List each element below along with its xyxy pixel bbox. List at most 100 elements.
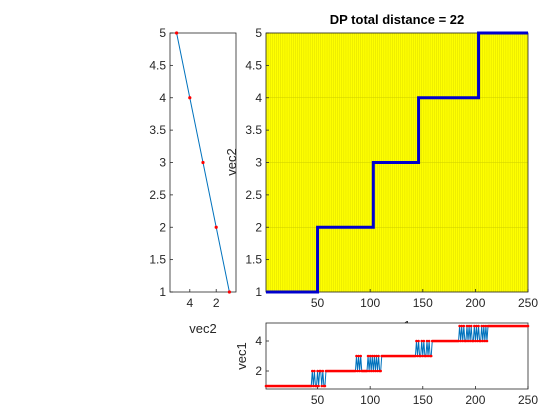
bottom-series-point (369, 369, 373, 373)
bottom-series-point (357, 354, 360, 358)
bottom-series-point (422, 339, 426, 343)
main-xtick-label: 200 (465, 296, 485, 310)
bottom-series-point (355, 354, 358, 358)
bottom-series-point (427, 339, 431, 343)
bottom-ticks: 50 100 150 200 250 2 4 (255, 334, 538, 407)
bottom-series-point (356, 369, 359, 373)
left-ytick-label: 1.5 (149, 253, 166, 267)
bottom-series-point (320, 384, 324, 388)
bottom-series-point (480, 324, 484, 328)
bottom-series-point (429, 354, 433, 358)
bottom-series-point (313, 369, 316, 373)
bottom-series-point (483, 339, 487, 343)
bottom-series-markers (264, 324, 530, 388)
main-ytick-label: 1.5 (245, 253, 262, 267)
bottom-series-point (475, 324, 478, 328)
main-ticks: 50 100 150 200 250 1 1.5 2 2.5 3 3.5 4 4.5 5 (245, 26, 538, 310)
bottom-series-point (526, 324, 530, 328)
bottom-series-point (473, 324, 476, 328)
main-ytick-label: 2 (255, 220, 262, 234)
bottom-series-point (462, 324, 466, 328)
main-xtick-label: 50 (311, 296, 325, 310)
bottom-series-point (415, 339, 418, 343)
bottom-series-point (467, 324, 471, 328)
left-subplot: 4 2 1 1.5 2 2.5 3 3.5 4 4.5 5 vec2 (149, 26, 237, 336)
bottom-series-point (469, 324, 473, 328)
bottom-series-point (359, 354, 362, 358)
main-ytick-label: 3 (255, 156, 262, 170)
bottom-series-point (420, 339, 424, 343)
bottom-series-point (421, 354, 425, 358)
bottom-series-point (375, 354, 378, 358)
main-ylabel: vec2 (224, 148, 239, 175)
main-ytick-label: 1 (255, 285, 262, 299)
bottom-series-point (321, 369, 325, 373)
bottom-series-point (310, 369, 314, 373)
bottom-series-point (419, 354, 422, 358)
bottom-series-point (323, 384, 327, 388)
main-ytick-label: 3.5 (245, 123, 262, 137)
main-title: DP total distance = 22 (330, 12, 465, 27)
bottom-ytick-label: 4 (255, 334, 262, 348)
bottom-series-point (471, 339, 475, 343)
left-xtick-label: 2 (213, 296, 220, 310)
bottom-series-point (477, 324, 480, 328)
bottom-ytick-label: 2 (255, 364, 262, 378)
main-subplot: 50 100 150 200 250 1 1.5 2 2.5 3 3.5 4 4.5 5 DP total… (224, 12, 538, 333)
bottom-series-point (466, 339, 470, 343)
main-ytick-label: 4 (255, 91, 262, 105)
bottom-series-point (416, 354, 419, 358)
main-ytick-label: 5 (255, 26, 262, 40)
bottom-ylabel: vec1 (234, 342, 249, 369)
left-series-point (175, 31, 179, 35)
bottom-series-point (358, 369, 361, 373)
bottom-series-point (376, 369, 379, 373)
bottom-series-point (312, 384, 315, 388)
left-ytick-label: 2 (159, 220, 166, 234)
bottom-xtick-label: 150 (413, 393, 433, 407)
bottom-xtick-label: 200 (465, 393, 485, 407)
bottom-series-point (317, 384, 320, 388)
bottom-series-point (459, 339, 462, 343)
left-ytick-label: 5 (159, 26, 166, 40)
bottom-series-point (425, 339, 429, 343)
bottom-series-point (366, 354, 370, 358)
bottom-series-point (379, 369, 382, 373)
bottom-xtick-label: 250 (518, 393, 538, 407)
bottom-series-point (458, 324, 461, 328)
bottom-series-point (319, 369, 323, 373)
bottom-series-point (316, 369, 319, 373)
left-xlabel: vec2 (189, 321, 216, 336)
left-ytick-label: 3.5 (149, 123, 166, 137)
main-xtick-label: 100 (360, 296, 380, 310)
bottom-series-point (464, 339, 468, 343)
bottom-series-point (482, 324, 486, 328)
left-series-point (227, 290, 231, 294)
bottom-series-point (377, 354, 380, 358)
main-ytick-label: 4.5 (245, 58, 262, 72)
bottom-series-point (354, 369, 357, 373)
bottom-series-point (485, 339, 489, 343)
bottom-subplot: 50 100 150 200 250 2 4 vec1 (234, 322, 538, 407)
bottom-series-point (315, 384, 318, 388)
bottom-series-point (373, 354, 376, 358)
left-series-markers (175, 31, 231, 294)
left-ytick-label: 2.5 (149, 188, 166, 202)
bottom-series-point (479, 339, 482, 343)
bottom-series-point (368, 354, 372, 358)
bottom-series-point (370, 354, 374, 358)
main-ytick-label: 2.5 (245, 188, 262, 202)
main-xtick-label: 150 (413, 296, 433, 310)
bottom-series-point (417, 339, 420, 343)
left-ytick-label: 4.5 (149, 58, 166, 72)
bottom-series-point (484, 324, 488, 328)
bottom-series-point (465, 324, 469, 328)
bottom-series-point (365, 369, 369, 373)
bottom-series-point (372, 369, 375, 373)
left-series-point (188, 96, 192, 100)
left-xtick-label: 4 (186, 296, 193, 310)
bottom-series-point (309, 384, 313, 388)
left-ytick-label: 1 (159, 285, 166, 299)
left-ticks: 4 2 1 1.5 2 2.5 3 3.5 4 4.5 5 (149, 26, 220, 310)
